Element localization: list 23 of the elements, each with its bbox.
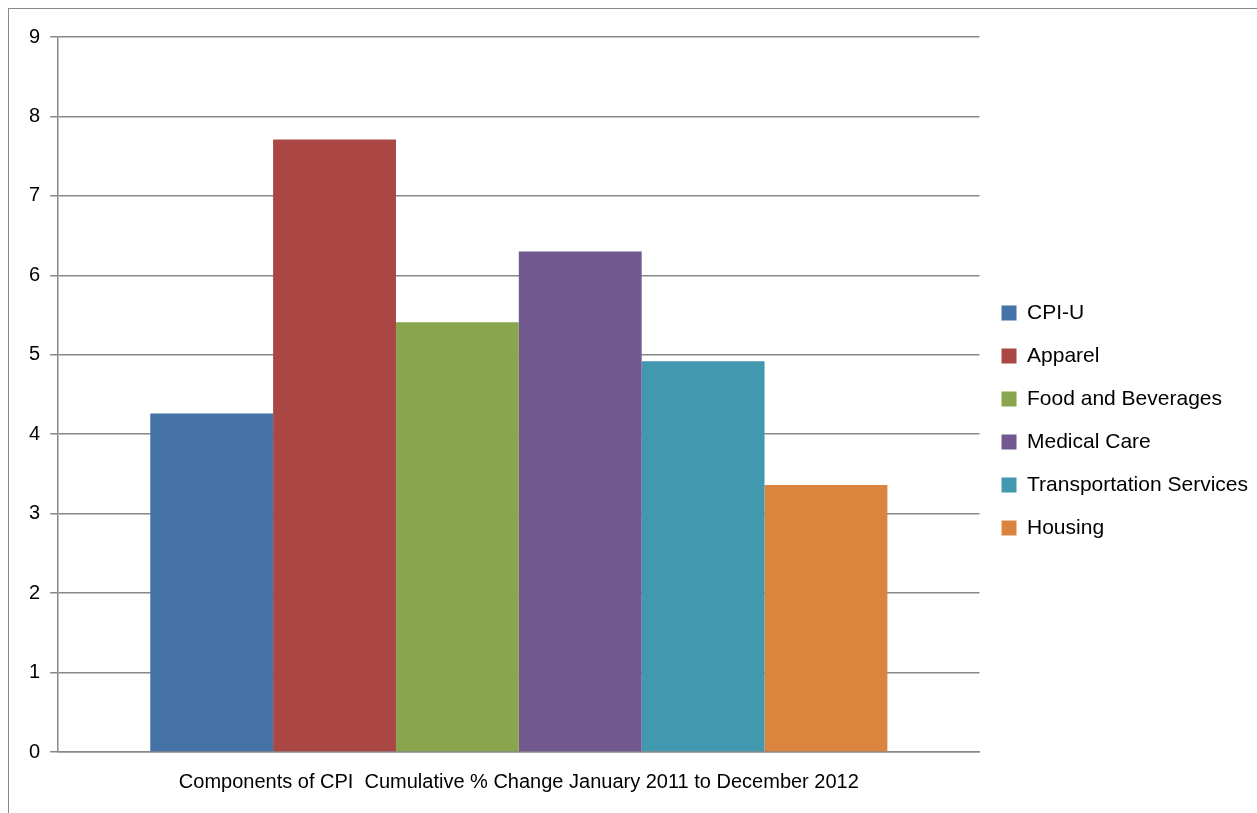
y-tick-label: 1 — [29, 660, 41, 683]
y-tick-label: 6 — [29, 262, 41, 285]
y-tick-label: 8 — [29, 103, 41, 126]
y-tick-label: 5 — [29, 342, 41, 365]
legend-label: Food and Beverages — [1027, 385, 1222, 409]
legend-label: CPI-U — [1027, 299, 1085, 323]
x-tick-label: Components of CPI Cumulative % Change January 2011 to December 2012 — [178, 769, 859, 792]
legend-label: Transportation Services — [1027, 471, 1248, 495]
y-tick-label: 7 — [29, 183, 41, 206]
y-tick-label: 2 — [29, 580, 41, 603]
legend-label: Housing — [1027, 514, 1105, 538]
y-tick-label: 9 — [29, 24, 41, 47]
bar — [273, 139, 396, 752]
bar — [395, 322, 519, 752]
bar — [150, 413, 274, 752]
bar — [764, 485, 888, 752]
bar — [518, 251, 642, 752]
legend-label: Medical Care — [1027, 428, 1151, 452]
bar — [641, 361, 765, 752]
legend-label: Apparel — [1027, 342, 1100, 366]
y-tick-label: 0 — [29, 739, 41, 762]
y-tick-label: 3 — [29, 501, 41, 524]
y-tick-label: 4 — [29, 421, 41, 444]
